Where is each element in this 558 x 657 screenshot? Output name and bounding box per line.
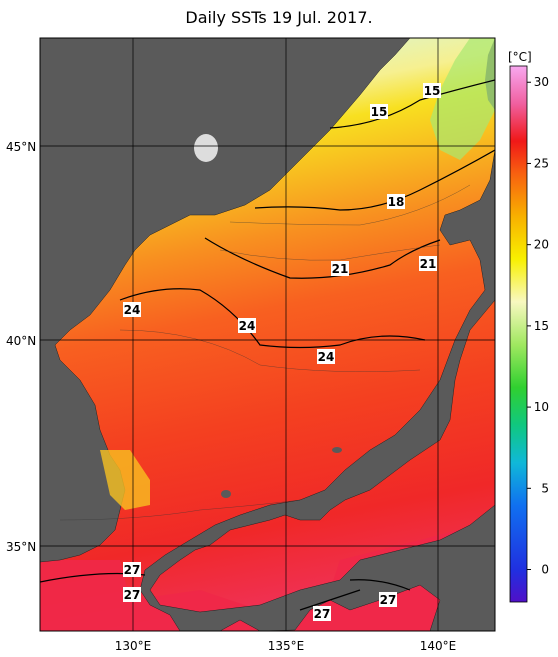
svg-text:24: 24 <box>318 350 335 364</box>
contour-label-15a: 15 <box>423 83 441 98</box>
svg-text:27: 27 <box>124 563 141 577</box>
colorbar-tick-label: 15 <box>534 319 549 333</box>
svg-text:27: 27 <box>124 588 141 602</box>
svg-text:27: 27 <box>380 593 397 607</box>
colorbar-tick-label: 5 <box>541 481 549 495</box>
svg-text:21: 21 <box>332 262 349 276</box>
isotherm-24 <box>119 288 426 349</box>
plot-frame <box>39 37 496 632</box>
contour-label-27c: 27 <box>313 606 331 621</box>
colorbar-tick-label: 25 <box>534 156 549 170</box>
contour-label-21a: 21 <box>331 261 349 276</box>
land-asia <box>40 38 411 563</box>
colorbar-tick-label: 20 <box>534 238 549 252</box>
svg-text:18: 18 <box>388 195 405 209</box>
lat-label-35: 35°N <box>6 540 36 554</box>
map-title: Daily SSTs 19 Jul. 2017. <box>185 8 373 27</box>
contour-label-24c: 24 <box>317 349 335 364</box>
svg-text:15: 15 <box>424 84 441 98</box>
lat-label-45: 45°N <box>6 140 36 154</box>
island-sado <box>332 447 342 453</box>
isotherm-27-south <box>299 589 361 611</box>
contour-label-27a: 27 <box>123 562 141 577</box>
svg-text:21: 21 <box>420 257 437 271</box>
contour-label-27d: 27 <box>379 592 397 607</box>
colorbar-tick-label: 10 <box>534 400 549 414</box>
lat-label-40: 40°N <box>6 334 36 348</box>
minor-isotherms <box>59 184 471 521</box>
lon-label-135: 135°E <box>268 639 305 653</box>
isotherm-15 <box>329 79 495 129</box>
contour-label-24b: 24 <box>238 318 256 333</box>
colorbar <box>509 65 528 603</box>
graticule <box>40 38 495 631</box>
island-north <box>194 134 218 162</box>
svg-text:27: 27 <box>314 607 331 621</box>
lon-label-130: 130°E <box>115 639 152 653</box>
island-oki <box>221 490 231 498</box>
colorbar-ticks: 30 25 20 15 10 5 0 <box>527 75 549 577</box>
svg-text:24: 24 <box>124 303 141 317</box>
colorbar-unit: [°C] <box>508 50 532 64</box>
svg-text:24: 24 <box>239 319 256 333</box>
isotherm-18 <box>254 149 495 211</box>
contour-label-27b: 27 <box>123 587 141 602</box>
isotherm-21 <box>204 237 441 279</box>
contour-label-24a: 24 <box>123 302 141 317</box>
warm-band-korea <box>100 450 150 510</box>
contour-label-18: 18 <box>387 194 405 209</box>
isotherm-27-southeast <box>349 579 411 591</box>
contour-label-15b: 15 <box>370 104 388 119</box>
contour-label-21b: 21 <box>419 256 437 271</box>
colorbar-tick-label: 0 <box>541 563 549 577</box>
colorbar-tick-label: 30 <box>534 75 549 89</box>
svg-text:15: 15 <box>371 105 388 119</box>
cool-water-north <box>430 38 495 160</box>
lon-label-140: 140°E <box>420 639 457 653</box>
